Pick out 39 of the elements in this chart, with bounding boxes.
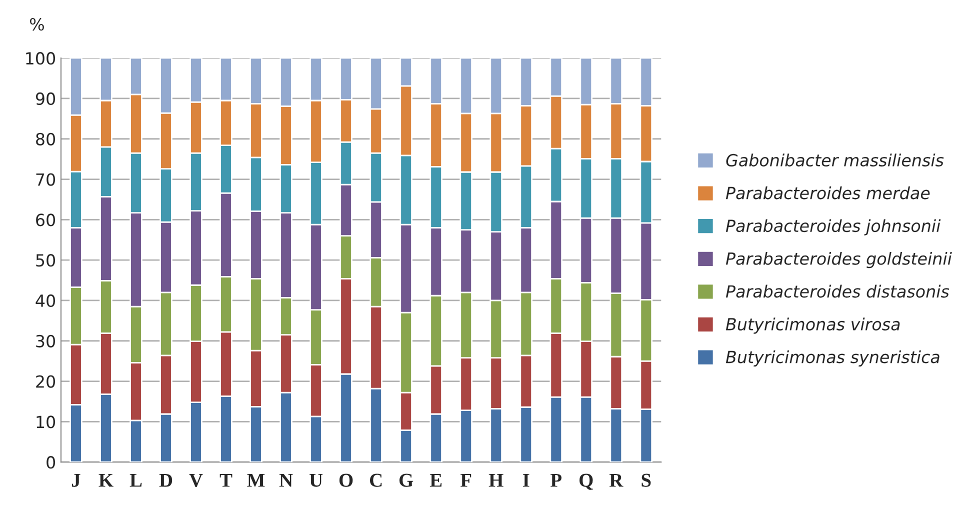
- y-tick-label: 20: [36, 375, 56, 388]
- y-tick-label: 70: [36, 173, 56, 186]
- x-tick-label: O: [339, 474, 353, 487]
- y-tick-label: 10: [36, 416, 56, 428]
- y-tick-label: 60: [36, 214, 56, 226]
- x-tick-label: P: [550, 474, 562, 487]
- x-tick-label: C: [370, 474, 382, 487]
- x-tick-label: R: [609, 474, 624, 487]
- legend-label: Butyricimonas virosa: [726, 318, 900, 334]
- x-tick-label: D: [159, 474, 172, 487]
- legend-label: Parabacteroides distasonis: [726, 284, 950, 298]
- y-tick-label: 30: [36, 334, 56, 348]
- y-tick-label: 40: [36, 294, 56, 308]
- legend-label: Parabacteroides merdae: [726, 186, 930, 200]
- x-tick-label: S: [642, 474, 651, 487]
- x-tick-label: J: [72, 474, 80, 487]
- x-tick-label: L: [130, 474, 142, 487]
- x-tick-label: T: [220, 474, 232, 487]
- y-tick-label: 0: [46, 456, 56, 469]
- x-tick-label: H: [488, 474, 504, 487]
- x-tick-label: F: [460, 474, 472, 487]
- x-tick-label: Q: [580, 474, 593, 490]
- x-tick-label: K: [98, 474, 114, 487]
- y-tick-label: 100: [26, 52, 56, 65]
- legend-label: Parabacteroides johnsonii: [726, 219, 941, 236]
- y-tick-label: 90: [36, 92, 56, 106]
- y-tick-label: 50: [36, 254, 56, 267]
- x-tick-label: U: [310, 474, 323, 487]
- y-axis-title: %: [30, 18, 44, 31]
- x-tick-label: V: [189, 474, 203, 487]
- x-tick-label: N: [279, 474, 293, 487]
- x-tick-label: I: [522, 474, 530, 487]
- x-tick-label: M: [247, 474, 265, 487]
- legend-label: Butyricimonas syneristica: [726, 350, 940, 367]
- legend-label: Parabacteroides goldsteinii: [726, 252, 952, 268]
- legend-label: Gabonibacter massiliensis: [726, 154, 944, 167]
- y-tick-label: 80: [36, 132, 56, 146]
- x-tick-label: E: [430, 474, 442, 487]
- x-tick-label: G: [399, 474, 414, 487]
